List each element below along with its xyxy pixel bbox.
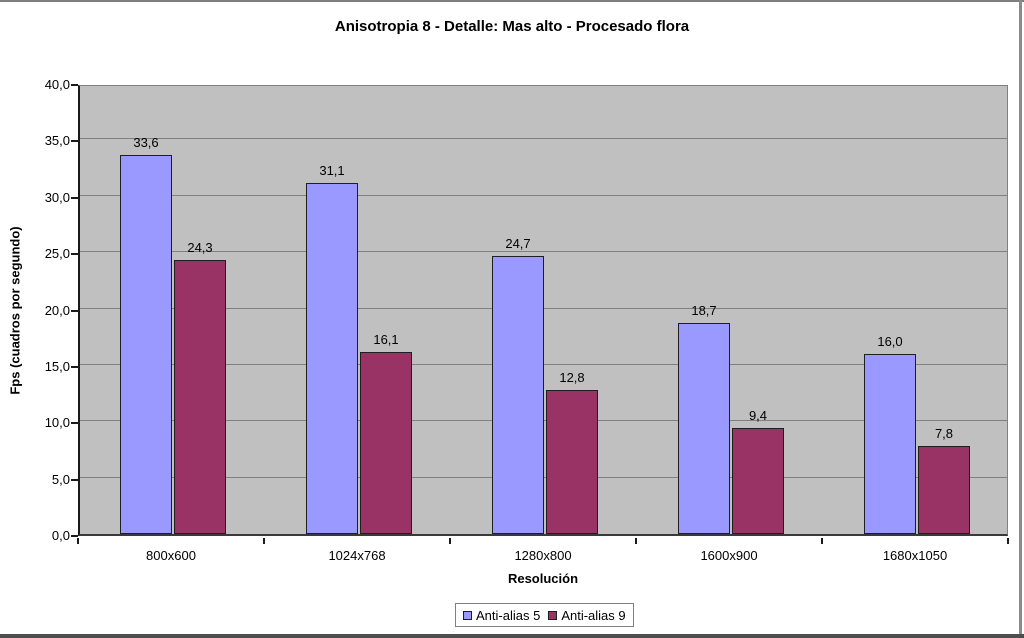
y-tick-mark — [71, 365, 78, 368]
x-category-label: 1600x900 — [700, 548, 758, 563]
y-tick-mark — [71, 478, 78, 481]
x-category-label: 1024x768 — [328, 548, 386, 563]
frame-edge-right — [1019, 0, 1022, 638]
bar — [174, 260, 226, 534]
plot-area: 33,6 24,3 31,1 16,1 24,7 12,8 18,7 9,4 16,0 7,8 — [78, 85, 1008, 536]
bar-value-label: 12,8 — [559, 370, 585, 385]
x-category-label: 1280x800 — [514, 548, 572, 563]
y-tick-mark — [71, 253, 78, 256]
gridline — [80, 194, 1007, 196]
y-tick-label: 15,0 — [44, 358, 70, 374]
bar-value-label: 24,7 — [505, 236, 531, 251]
x-tick-mark — [449, 538, 451, 544]
bar-value-label: 16,0 — [877, 334, 903, 349]
legend-swatch-icon — [548, 610, 558, 620]
y-tick-label: 25,0 — [44, 246, 70, 262]
legend-item: Anti-alias 9 — [548, 607, 626, 623]
bar — [492, 256, 544, 534]
legend-label: Anti-alias 5 — [476, 607, 541, 623]
x-tick-mark — [635, 538, 637, 544]
y-tick-label: 20,0 — [44, 302, 70, 318]
legend: Anti-alias 5 Anti-alias 9 — [455, 603, 634, 627]
y-tick-label: 35,0 — [44, 133, 70, 149]
bar — [918, 446, 970, 534]
bar — [732, 428, 784, 534]
legend-item: Anti-alias 5 — [463, 608, 540, 623]
bar-value-label: 7,8 — [934, 426, 954, 441]
y-tick-mark — [71, 140, 78, 143]
bar — [546, 390, 598, 534]
y-tick-label: 30,0 — [44, 189, 70, 205]
bar — [678, 323, 730, 534]
bar-value-label: 24,3 — [187, 240, 213, 255]
bar — [360, 352, 412, 534]
x-tick-mark — [821, 538, 823, 544]
bar-value-label: 31,1 — [319, 163, 345, 178]
y-tick-mark — [71, 196, 78, 199]
bar — [306, 183, 358, 534]
x-tick-mark — [77, 538, 79, 544]
y-tick-label: 5,0 — [51, 471, 70, 487]
legend-swatch-icon — [463, 610, 472, 620]
y-tick-mark — [71, 422, 78, 425]
bar — [864, 354, 916, 534]
y-tick-mark — [71, 84, 78, 86]
gridline — [80, 251, 1007, 253]
bar — [120, 155, 172, 534]
x-category-label: 1680x1050 — [882, 548, 948, 563]
x-axis-title: Resolución — [507, 571, 579, 586]
y-tick-mark — [71, 535, 78, 537]
legend-label: Anti-alias 9 — [561, 607, 626, 623]
bar-value-label: 33,6 — [133, 135, 159, 150]
y-tick-mark — [71, 309, 78, 312]
bar-value-label: 9,4 — [748, 408, 768, 423]
x-tick-mark — [263, 538, 265, 544]
y-tick-label: 40,0 — [44, 77, 70, 92]
x-category-label: 800x600 — [146, 548, 196, 563]
y-tick-label: 10,0 — [44, 415, 70, 431]
bar-value-label: 18,7 — [691, 303, 717, 318]
y-tick-label: 0,0 — [51, 528, 70, 543]
frame-edge-bottom — [0, 634, 1024, 638]
chart-title: Anisotropia 8 - Detalle: Mas alto - Proc… — [334, 18, 690, 35]
x-tick-mark — [1007, 538, 1009, 544]
bar-value-label: 16,1 — [373, 332, 399, 347]
frame-edge-top — [0, 0, 1024, 2]
gridline — [80, 138, 1007, 140]
